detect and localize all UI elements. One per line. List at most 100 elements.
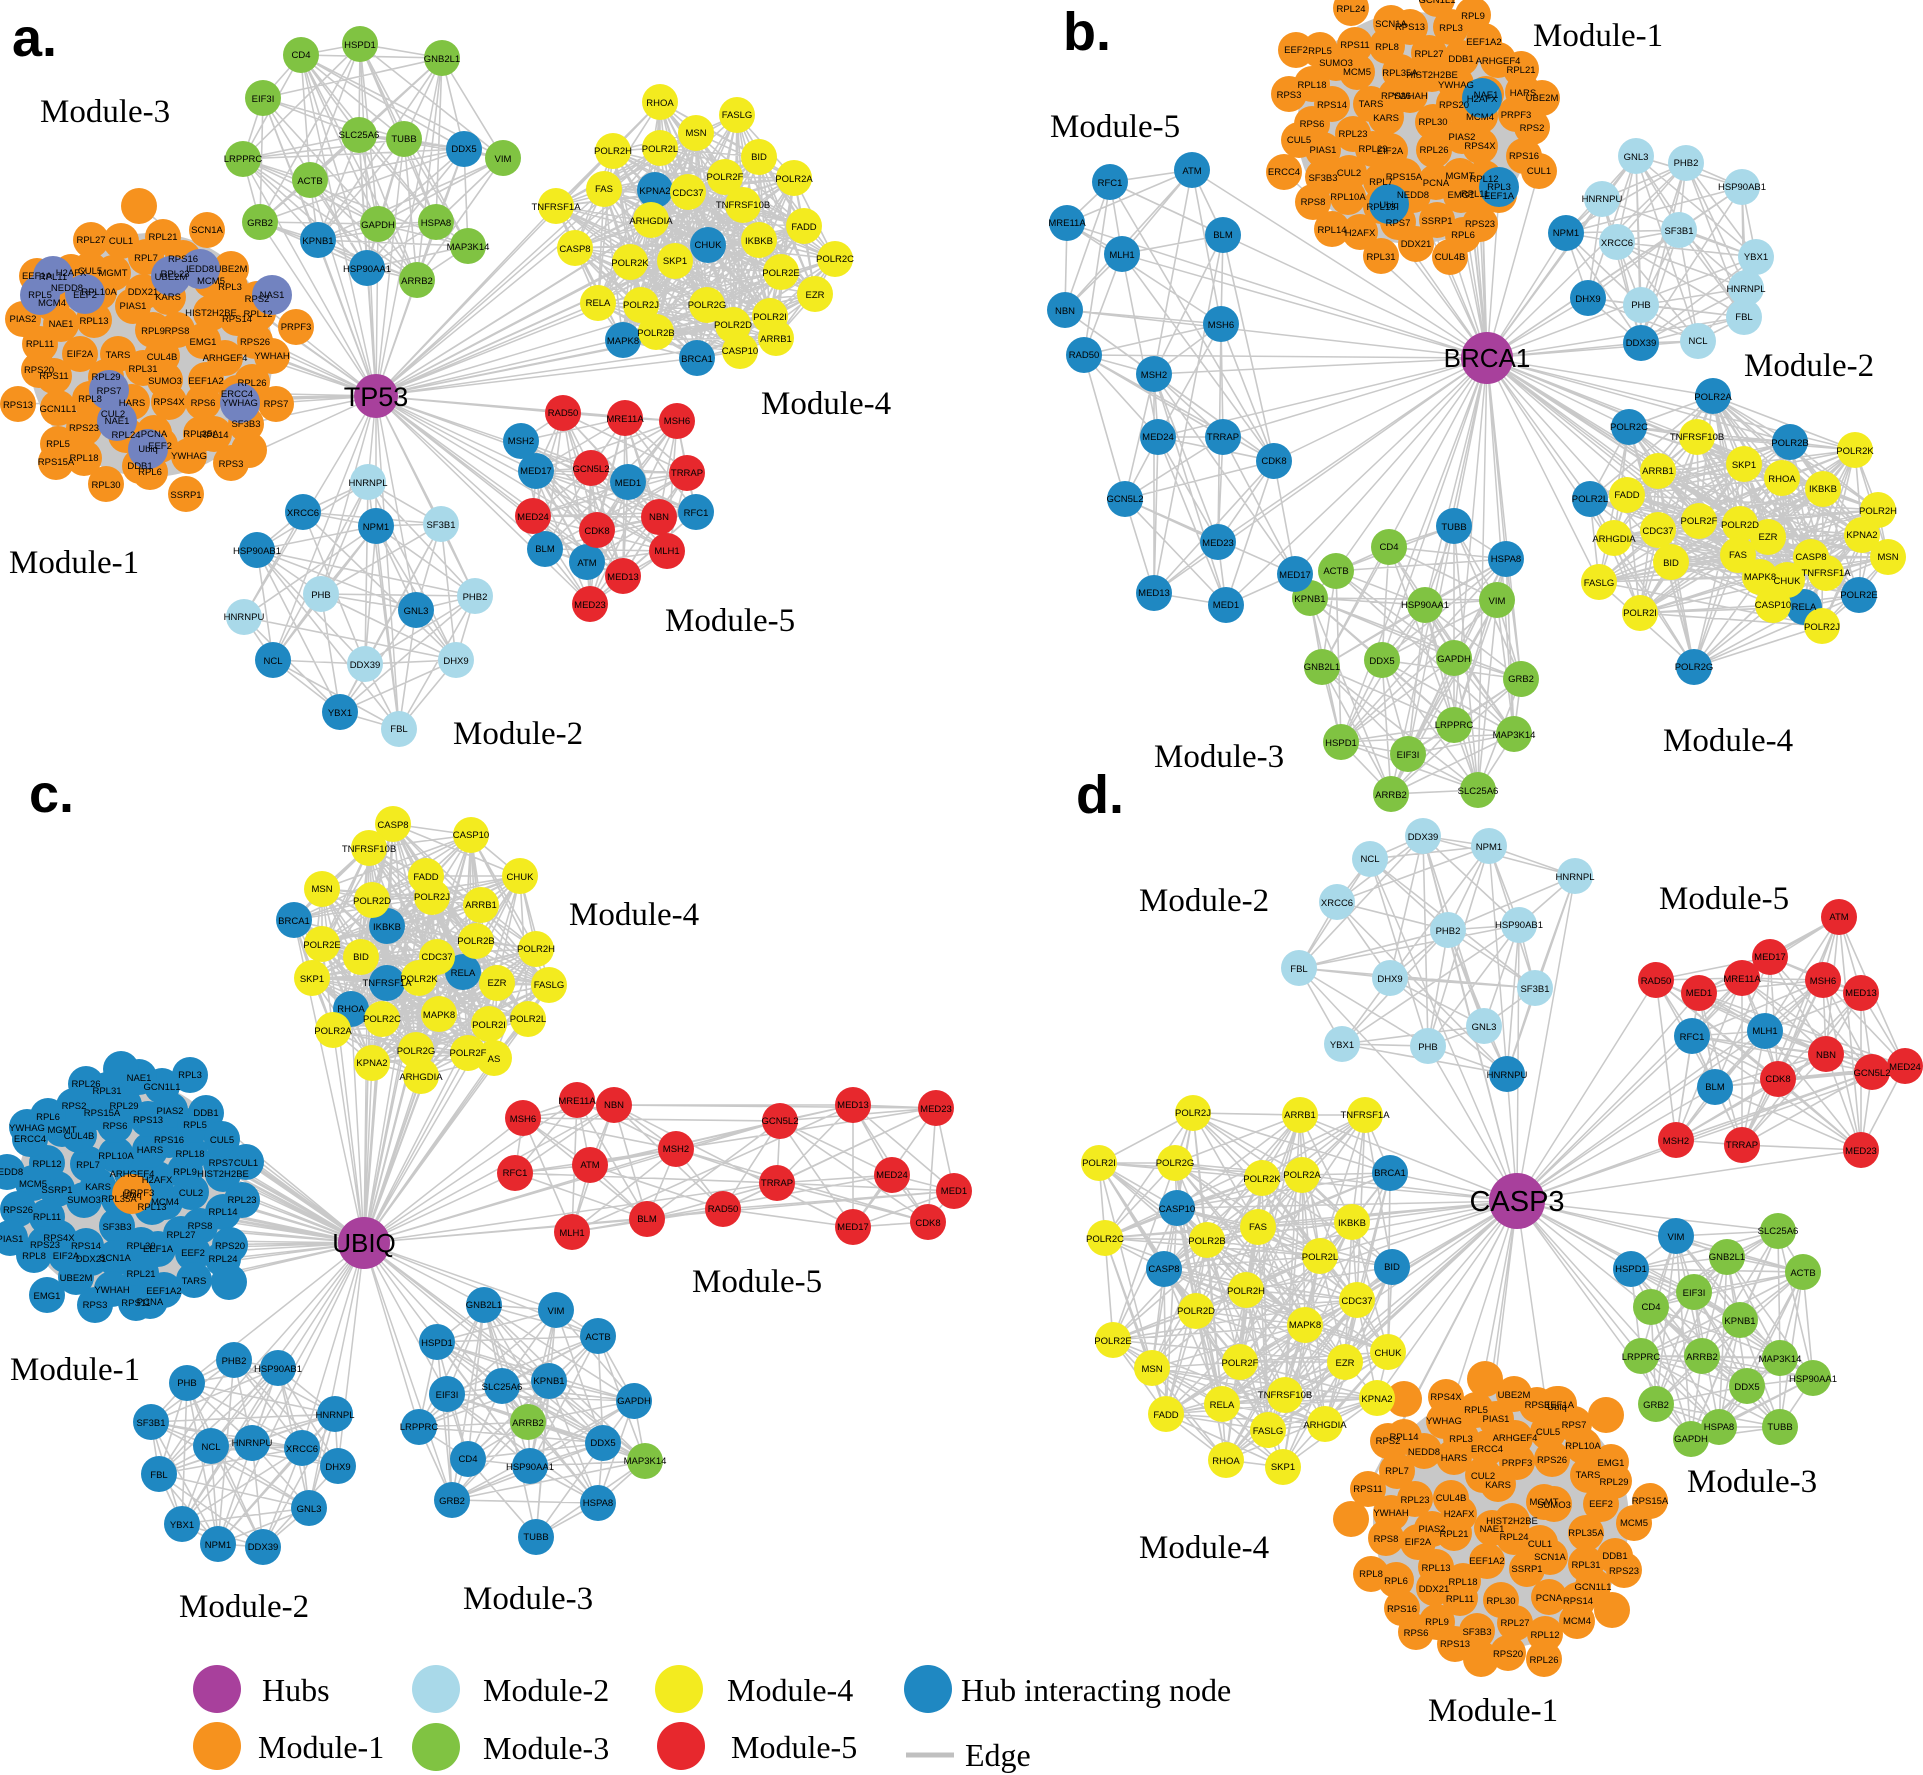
svg-text:BRCA1: BRCA1 bbox=[1374, 1168, 1406, 1179]
svg-text:EIF3I: EIF3I bbox=[1397, 750, 1420, 761]
svg-text:RPL24: RPL24 bbox=[208, 1254, 237, 1265]
svg-text:PIAS1: PIAS1 bbox=[1310, 145, 1337, 156]
svg-text:RPS23: RPS23 bbox=[1609, 1566, 1639, 1577]
svg-text:PRPF3: PRPF3 bbox=[281, 322, 312, 333]
svg-text:RPL11: RPL11 bbox=[39, 272, 67, 283]
svg-text:ACTB: ACTB bbox=[1323, 566, 1348, 577]
svg-text:CHUK: CHUK bbox=[1774, 576, 1802, 587]
svg-text:RPL9: RPL9 bbox=[141, 326, 165, 337]
svg-text:RPL21: RPL21 bbox=[1506, 65, 1535, 76]
svg-text:MCM5: MCM5 bbox=[197, 276, 225, 287]
svg-text:UBE2M: UBE2M bbox=[1526, 93, 1559, 104]
svg-text:CUL5: CUL5 bbox=[1287, 135, 1311, 146]
svg-text:Module-2: Module-2 bbox=[1139, 883, 1269, 919]
svg-text:MED1: MED1 bbox=[1213, 600, 1239, 611]
svg-text:SSRP1: SSRP1 bbox=[41, 1185, 72, 1196]
svg-text:CASP10: CASP10 bbox=[1159, 1204, 1195, 1215]
svg-text:MSH6: MSH6 bbox=[510, 1114, 536, 1125]
svg-text:IKBKB: IKBKB bbox=[373, 922, 401, 933]
svg-text:MED17: MED17 bbox=[837, 1222, 869, 1233]
svg-text:RPL7: RPL7 bbox=[1385, 1466, 1409, 1477]
svg-text:FADD: FADD bbox=[1153, 1410, 1178, 1421]
svg-text:BRCA1: BRCA1 bbox=[278, 916, 310, 927]
svg-text:HSPD1: HSPD1 bbox=[421, 1338, 453, 1349]
svg-text:POLR2L: POLR2L bbox=[642, 144, 678, 155]
svg-text:MRE11A: MRE11A bbox=[558, 1096, 596, 1107]
svg-text:PHB: PHB bbox=[1631, 300, 1651, 311]
svg-text:KARS: KARS bbox=[155, 292, 181, 303]
svg-text:FAS: FAS bbox=[595, 184, 613, 195]
svg-text:MCM5: MCM5 bbox=[1343, 67, 1371, 78]
svg-text:RPS23: RPS23 bbox=[69, 423, 99, 434]
svg-text:RPL14: RPL14 bbox=[208, 1207, 237, 1218]
svg-text:PHB: PHB bbox=[177, 1378, 197, 1389]
svg-text:MRE11A: MRE11A bbox=[606, 414, 644, 425]
svg-text:POLR2G: POLR2G bbox=[1156, 1158, 1195, 1169]
svg-text:NAE1: NAE1 bbox=[127, 1073, 152, 1084]
svg-text:RPL5: RPL5 bbox=[1464, 1405, 1488, 1416]
svg-text:TNFRSF1A: TNFRSF1A bbox=[531, 202, 581, 213]
svg-text:ACTB: ACTB bbox=[1790, 1268, 1815, 1279]
svg-text:Module-1: Module-1 bbox=[1533, 18, 1663, 54]
svg-text:CDK8: CDK8 bbox=[1261, 456, 1286, 467]
svg-text:YWHAG: YWHAG bbox=[1438, 80, 1474, 91]
svg-text:CASP10: CASP10 bbox=[722, 346, 758, 357]
svg-text:IKBKB: IKBKB bbox=[745, 236, 773, 247]
svg-text:PIAS1: PIAS1 bbox=[1483, 1414, 1510, 1425]
svg-text:MAP3K14: MAP3K14 bbox=[447, 242, 490, 253]
svg-text:PHB2: PHB2 bbox=[222, 1356, 247, 1367]
svg-text:RPL7: RPL7 bbox=[134, 253, 158, 264]
svg-text:HSP90AA1: HSP90AA1 bbox=[343, 264, 391, 275]
svg-text:RPS7: RPS7 bbox=[209, 1158, 234, 1169]
svg-text:CUL2: CUL2 bbox=[1337, 168, 1361, 179]
svg-text:POLR2K: POLR2K bbox=[1836, 446, 1874, 457]
svg-text:RPS20: RPS20 bbox=[215, 1241, 245, 1252]
svg-text:KPNA2: KPNA2 bbox=[1846, 530, 1877, 541]
svg-text:MED23: MED23 bbox=[1845, 1146, 1877, 1157]
svg-text:SCN1A: SCN1A bbox=[1534, 1552, 1566, 1563]
svg-text:FBL: FBL bbox=[150, 1470, 167, 1481]
svg-text:FBL: FBL bbox=[390, 724, 407, 735]
svg-text:PCNA: PCNA bbox=[137, 1297, 164, 1308]
svg-text:RPS13: RPS13 bbox=[133, 1115, 163, 1126]
svg-text:KPNA2: KPNA2 bbox=[1361, 1394, 1392, 1405]
svg-text:HSP90AA1: HSP90AA1 bbox=[1401, 600, 1449, 611]
svg-text:MSN: MSN bbox=[685, 128, 706, 139]
svg-text:PIAS1: PIAS1 bbox=[120, 301, 147, 312]
svg-text:H2AFX: H2AFX bbox=[1444, 1509, 1475, 1520]
svg-text:FADD: FADD bbox=[1614, 490, 1639, 501]
svg-text:a.: a. bbox=[12, 8, 57, 68]
svg-text:MSH6: MSH6 bbox=[1208, 320, 1234, 331]
svg-text:CDK8: CDK8 bbox=[584, 526, 609, 537]
svg-text:YWHAG: YWHAG bbox=[9, 1123, 45, 1134]
svg-text:CASP8: CASP8 bbox=[559, 244, 590, 255]
svg-text:DDB1: DDB1 bbox=[193, 1108, 218, 1119]
svg-text:POLR2K: POLR2K bbox=[611, 258, 649, 269]
svg-text:RAD50: RAD50 bbox=[708, 1204, 739, 1215]
svg-text:NBN: NBN bbox=[649, 512, 669, 523]
svg-text:DDB1: DDB1 bbox=[127, 461, 152, 472]
svg-text:MCM5: MCM5 bbox=[1620, 1518, 1648, 1529]
svg-text:TRRAP: TRRAP bbox=[671, 468, 703, 479]
svg-text:TUBB: TUBB bbox=[1441, 522, 1466, 533]
svg-text:DHX9: DHX9 bbox=[1575, 294, 1600, 305]
svg-text:ATM: ATM bbox=[577, 558, 596, 569]
svg-text:RPL13: RPL13 bbox=[1421, 1563, 1450, 1574]
svg-text:EZR: EZR bbox=[1759, 532, 1778, 543]
svg-text:RPS23: RPS23 bbox=[30, 1240, 60, 1251]
svg-text:FASLG: FASLG bbox=[534, 980, 565, 991]
svg-text:RPL18: RPL18 bbox=[69, 453, 98, 464]
svg-text:NEDD8: NEDD8 bbox=[1397, 190, 1429, 201]
svg-text:NPM1: NPM1 bbox=[205, 1540, 231, 1551]
svg-text:GAPDH: GAPDH bbox=[361, 220, 395, 231]
svg-text:EEF1A: EEF1A bbox=[143, 1244, 174, 1255]
svg-text:POLR2A: POLR2A bbox=[1694, 392, 1732, 403]
svg-text:GCN5L2: GCN5L2 bbox=[1854, 1068, 1891, 1079]
svg-text:RPS4X: RPS4X bbox=[1430, 1392, 1462, 1403]
svg-text:RPL31: RPL31 bbox=[1366, 252, 1395, 263]
svg-text:LRPPRC: LRPPRC bbox=[400, 1422, 439, 1433]
svg-text:XRCC6: XRCC6 bbox=[1601, 238, 1633, 249]
svg-text:RPL31: RPL31 bbox=[128, 364, 157, 375]
svg-text:Module-2: Module-2 bbox=[1744, 348, 1874, 384]
svg-text:Ubiq: Ubiq bbox=[1379, 200, 1399, 211]
